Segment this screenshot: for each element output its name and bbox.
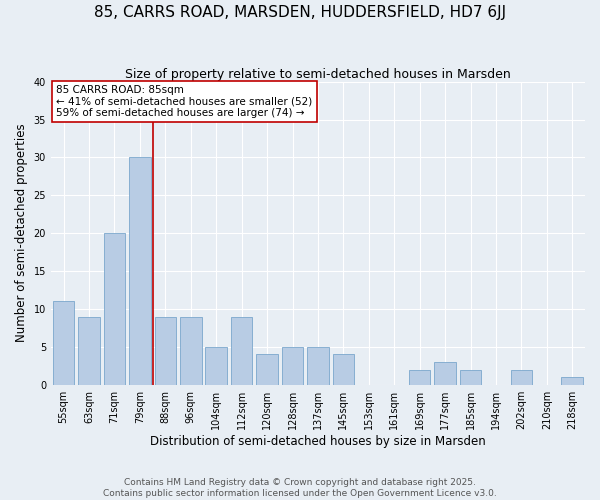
Bar: [205, 347, 227, 385]
Bar: [434, 362, 456, 384]
Bar: [180, 316, 202, 384]
Text: Contains HM Land Registry data © Crown copyright and database right 2025.
Contai: Contains HM Land Registry data © Crown c…: [103, 478, 497, 498]
Text: 85 CARRS ROAD: 85sqm
← 41% of semi-detached houses are smaller (52)
59% of semi-: 85 CARRS ROAD: 85sqm ← 41% of semi-detac…: [56, 84, 313, 118]
Bar: [409, 370, 430, 384]
Bar: [231, 316, 253, 384]
Bar: [307, 347, 329, 385]
Bar: [53, 302, 74, 384]
Bar: [562, 377, 583, 384]
Text: 85, CARRS ROAD, MARSDEN, HUDDERSFIELD, HD7 6JJ: 85, CARRS ROAD, MARSDEN, HUDDERSFIELD, H…: [94, 5, 506, 20]
Bar: [155, 316, 176, 384]
X-axis label: Distribution of semi-detached houses by size in Marsden: Distribution of semi-detached houses by …: [150, 434, 486, 448]
Bar: [332, 354, 354, 384]
Bar: [78, 316, 100, 384]
Y-axis label: Number of semi-detached properties: Number of semi-detached properties: [15, 124, 28, 342]
Bar: [129, 158, 151, 384]
Bar: [511, 370, 532, 384]
Bar: [104, 233, 125, 384]
Bar: [282, 347, 304, 385]
Title: Size of property relative to semi-detached houses in Marsden: Size of property relative to semi-detach…: [125, 68, 511, 80]
Bar: [256, 354, 278, 384]
Bar: [460, 370, 481, 384]
